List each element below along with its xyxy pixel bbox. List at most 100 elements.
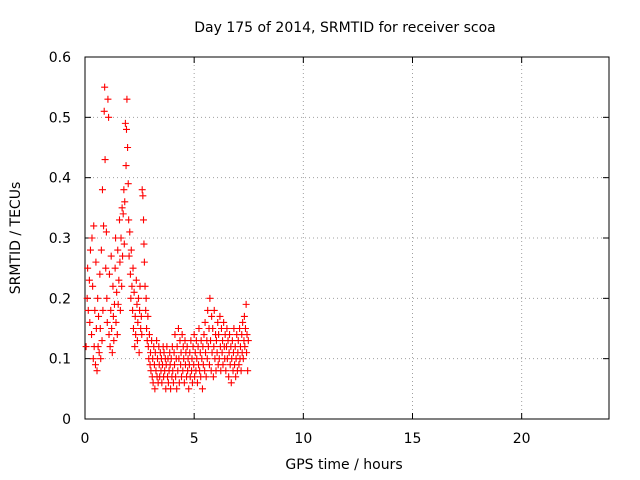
data-point (91, 361, 99, 369)
data-point (98, 186, 106, 194)
data-point (143, 325, 151, 332)
data-point (103, 318, 111, 326)
data-point (222, 367, 230, 375)
data-point (114, 246, 122, 254)
data-point (200, 331, 208, 339)
data-point (203, 355, 211, 363)
y-tick-label: 0 (62, 412, 71, 428)
data-point (105, 270, 113, 278)
data-point (201, 367, 209, 375)
data-point (122, 162, 130, 170)
data-point (108, 325, 116, 332)
data-point (127, 294, 135, 302)
data-point (113, 331, 121, 339)
data-point (101, 83, 109, 91)
data-point (178, 331, 186, 339)
y-tick-label: 0.2 (49, 291, 71, 307)
data-point (94, 343, 102, 351)
data-point (191, 373, 199, 381)
data-point (96, 270, 104, 278)
y-axis-label: SRMTID / TECUs (8, 182, 24, 295)
data-point (140, 216, 148, 224)
data-point (173, 385, 181, 393)
y-tick-labels: 0 0.1 0.2 0.3 0.4 0.5 0.6 (49, 50, 71, 428)
data-point (210, 343, 218, 351)
data-point (198, 385, 206, 393)
data-point (109, 282, 117, 290)
data-point (107, 252, 115, 260)
data-point (172, 373, 180, 381)
data-point (116, 258, 124, 266)
data-point (103, 294, 111, 302)
data-point (94, 294, 102, 302)
axis-ticks (84, 56, 609, 420)
data-point (86, 318, 94, 326)
data-point (180, 379, 188, 387)
data-point (91, 306, 99, 314)
data-point (244, 367, 252, 375)
data-point (85, 276, 93, 284)
data-point (136, 306, 144, 314)
data-point (118, 282, 126, 290)
data-point (171, 361, 179, 369)
data-point (244, 337, 252, 345)
data-point (202, 373, 210, 381)
data-point (99, 306, 107, 314)
data-point (89, 355, 97, 363)
data-point (195, 325, 203, 332)
data-point (133, 300, 141, 308)
data-point (132, 331, 140, 339)
data-point (173, 343, 181, 351)
data-point (102, 264, 110, 272)
data-point (219, 361, 227, 369)
data-point (88, 331, 96, 339)
data-point (113, 288, 121, 296)
data-point (171, 331, 179, 339)
data-point (83, 294, 91, 302)
y-tick-label: 0.5 (49, 110, 71, 126)
data-point (216, 312, 224, 320)
data-point (212, 337, 220, 345)
data-point (100, 222, 108, 230)
data-point (239, 318, 247, 326)
x-tick-label: 20 (513, 431, 531, 447)
data-point (206, 294, 214, 302)
data-point (110, 337, 118, 345)
data-point (223, 325, 231, 332)
data-point (240, 312, 248, 320)
data-point (119, 210, 127, 218)
data-point (131, 312, 139, 320)
data-point (205, 361, 213, 369)
data-point (98, 337, 106, 345)
data-point (218, 349, 226, 357)
data-point (92, 258, 100, 266)
data-point (102, 228, 110, 236)
data-point (116, 306, 124, 314)
data-point (139, 192, 147, 200)
data-point (214, 318, 222, 326)
x-tick-label: 15 (404, 431, 422, 447)
data-point (201, 318, 209, 326)
data-point (169, 379, 177, 387)
data-point (190, 331, 198, 339)
y-tick-label: 0.6 (49, 50, 71, 66)
data-point (106, 343, 114, 351)
data-point (95, 349, 103, 357)
data-point (207, 337, 215, 345)
data-point (114, 300, 122, 308)
data-point (133, 337, 141, 345)
data-point (210, 306, 218, 314)
data-point (241, 343, 249, 351)
x-tick-label: 10 (294, 431, 312, 447)
data-point (121, 198, 129, 206)
data-point (174, 325, 182, 332)
x-axis-label: GPS time / hours (285, 457, 402, 473)
data-point (101, 156, 109, 164)
data-points (82, 83, 252, 393)
data-point (170, 349, 178, 357)
data-point (125, 252, 133, 260)
data-point (111, 264, 119, 272)
data-point (141, 282, 149, 290)
data-point (151, 385, 159, 393)
data-point (125, 216, 133, 224)
